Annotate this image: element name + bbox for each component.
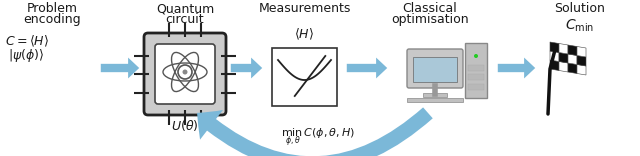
Text: Solution: Solution [555, 2, 605, 15]
Circle shape [474, 54, 478, 58]
Text: circuit: circuit [166, 13, 204, 26]
FancyArrowPatch shape [197, 107, 433, 156]
Text: optimisation: optimisation [391, 13, 469, 26]
Text: $C_{\min}$: $C_{\min}$ [565, 18, 595, 34]
Bar [272, 48, 337, 106]
Polygon shape [550, 42, 559, 53]
Polygon shape [550, 51, 559, 61]
FancyBboxPatch shape [155, 44, 215, 104]
Bar [468, 65, 484, 71]
Text: $\min_{\phi,\theta}\, C(\phi, \theta, H)$: $\min_{\phi,\theta}\, C(\phi, \theta, H)… [281, 127, 355, 149]
Text: $\langle H \rangle$: $\langle H \rangle$ [294, 27, 314, 42]
Text: Classical: Classical [403, 2, 458, 15]
Text: $C = \langle H \rangle$: $C = \langle H \rangle$ [5, 33, 49, 49]
FancyBboxPatch shape [144, 33, 226, 115]
Polygon shape [559, 61, 568, 72]
Bar [468, 84, 484, 90]
Polygon shape [577, 64, 586, 75]
Circle shape [178, 65, 192, 79]
Text: Quantum: Quantum [156, 2, 214, 15]
FancyBboxPatch shape [407, 49, 463, 88]
Text: encoding: encoding [23, 13, 81, 26]
Polygon shape [559, 53, 568, 63]
Text: $U(\theta)$: $U(\theta)$ [172, 118, 199, 133]
Bar [423, 93, 447, 97]
Polygon shape [568, 54, 577, 64]
Bar [465, 43, 487, 98]
Bar [468, 74, 484, 80]
Text: $|\psi(\phi)\rangle$: $|\psi(\phi)\rangle$ [8, 47, 44, 64]
Polygon shape [568, 63, 577, 73]
Text: Problem: Problem [26, 2, 77, 15]
Polygon shape [577, 56, 586, 66]
Circle shape [182, 70, 188, 75]
Polygon shape [568, 45, 577, 56]
Bar [407, 98, 463, 102]
Text: Measurements: Measurements [259, 2, 351, 15]
Polygon shape [550, 60, 559, 71]
Polygon shape [577, 46, 586, 57]
Bar [413, 57, 457, 82]
Polygon shape [559, 44, 568, 54]
